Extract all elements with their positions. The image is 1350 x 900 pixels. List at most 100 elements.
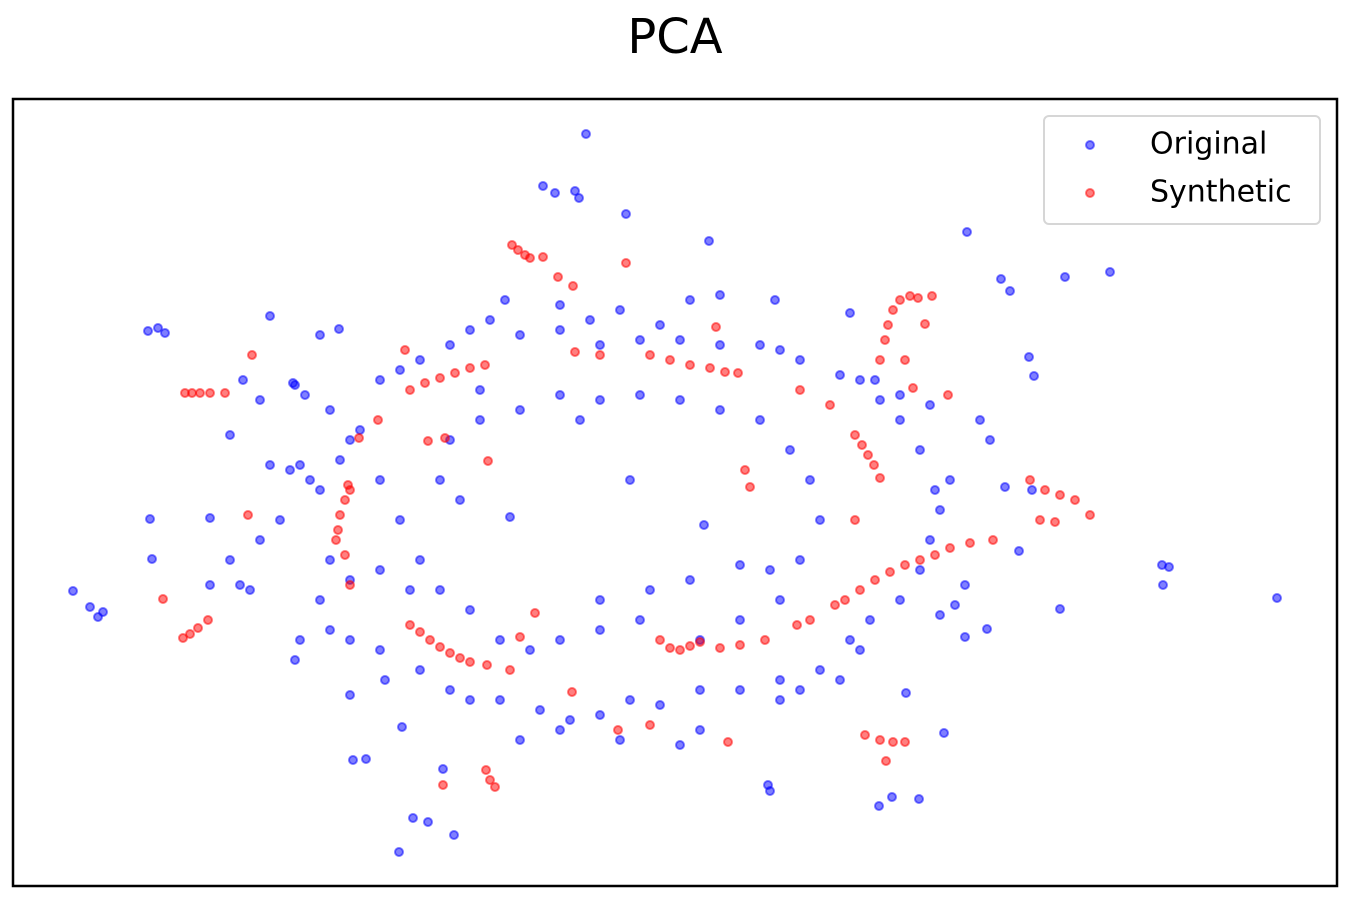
point bbox=[245, 585, 255, 595]
point bbox=[485, 775, 495, 785]
point bbox=[285, 465, 295, 475]
point bbox=[288, 378, 298, 388]
point bbox=[615, 735, 625, 745]
point bbox=[354, 433, 364, 443]
point bbox=[655, 635, 665, 645]
point bbox=[475, 385, 485, 395]
point bbox=[1085, 510, 1095, 520]
point bbox=[415, 355, 425, 365]
chart-title: PCA bbox=[627, 9, 722, 65]
point bbox=[375, 375, 385, 385]
point bbox=[483, 456, 493, 466]
point bbox=[925, 400, 935, 410]
point bbox=[913, 293, 923, 303]
point bbox=[625, 695, 635, 705]
point bbox=[305, 475, 315, 485]
point bbox=[895, 295, 905, 305]
point bbox=[1105, 267, 1115, 277]
point bbox=[1025, 475, 1035, 485]
point bbox=[505, 665, 515, 675]
point bbox=[880, 335, 890, 345]
point bbox=[675, 645, 685, 655]
point bbox=[655, 320, 665, 330]
point bbox=[1070, 495, 1080, 505]
point bbox=[733, 368, 743, 378]
point bbox=[875, 735, 885, 745]
point bbox=[160, 328, 170, 338]
point bbox=[645, 720, 655, 730]
point bbox=[423, 817, 433, 827]
point bbox=[475, 415, 485, 425]
point bbox=[485, 315, 495, 325]
point bbox=[685, 641, 695, 651]
point bbox=[455, 495, 465, 505]
point bbox=[408, 813, 418, 823]
point bbox=[265, 460, 275, 470]
point bbox=[405, 585, 415, 595]
point bbox=[775, 675, 785, 685]
point bbox=[685, 295, 695, 305]
point bbox=[595, 625, 605, 635]
plot-frame bbox=[11, 97, 1339, 888]
point bbox=[775, 345, 785, 355]
point bbox=[575, 415, 585, 425]
point bbox=[445, 648, 455, 658]
point bbox=[1055, 490, 1065, 500]
point bbox=[855, 375, 865, 385]
point bbox=[265, 311, 275, 321]
point bbox=[415, 665, 425, 675]
point bbox=[943, 390, 953, 400]
point bbox=[908, 383, 918, 393]
point bbox=[982, 624, 992, 634]
point bbox=[795, 685, 805, 695]
point bbox=[345, 580, 355, 590]
point bbox=[1050, 517, 1060, 527]
point bbox=[513, 245, 523, 255]
point bbox=[158, 594, 168, 604]
point bbox=[440, 433, 450, 443]
point bbox=[945, 543, 955, 553]
point bbox=[927, 291, 937, 301]
point bbox=[205, 513, 215, 523]
point bbox=[675, 395, 685, 405]
point bbox=[914, 794, 924, 804]
point bbox=[515, 405, 525, 415]
point bbox=[538, 252, 548, 262]
point bbox=[860, 730, 870, 740]
point bbox=[792, 620, 802, 630]
point bbox=[505, 512, 515, 522]
point bbox=[815, 515, 825, 525]
point bbox=[830, 600, 840, 610]
point bbox=[785, 445, 795, 455]
point bbox=[375, 565, 385, 575]
point bbox=[203, 615, 213, 625]
point bbox=[1040, 485, 1050, 495]
point bbox=[795, 355, 805, 365]
point bbox=[895, 390, 905, 400]
point bbox=[243, 510, 253, 520]
point bbox=[1029, 371, 1039, 381]
point bbox=[345, 690, 355, 700]
point bbox=[185, 629, 195, 639]
point bbox=[1060, 272, 1070, 282]
point bbox=[247, 350, 257, 360]
point bbox=[715, 643, 725, 653]
point bbox=[874, 801, 884, 811]
point bbox=[595, 710, 605, 720]
point bbox=[888, 737, 898, 747]
point bbox=[850, 515, 860, 525]
point bbox=[735, 640, 745, 650]
point bbox=[395, 365, 405, 375]
point bbox=[482, 660, 492, 670]
point bbox=[450, 368, 460, 378]
point bbox=[570, 347, 580, 357]
point bbox=[855, 645, 865, 655]
point bbox=[225, 555, 235, 565]
point bbox=[1272, 593, 1282, 603]
point bbox=[85, 602, 95, 612]
point bbox=[635, 335, 645, 345]
point bbox=[525, 645, 535, 655]
point bbox=[901, 688, 911, 698]
point bbox=[869, 460, 879, 470]
point bbox=[373, 415, 383, 425]
